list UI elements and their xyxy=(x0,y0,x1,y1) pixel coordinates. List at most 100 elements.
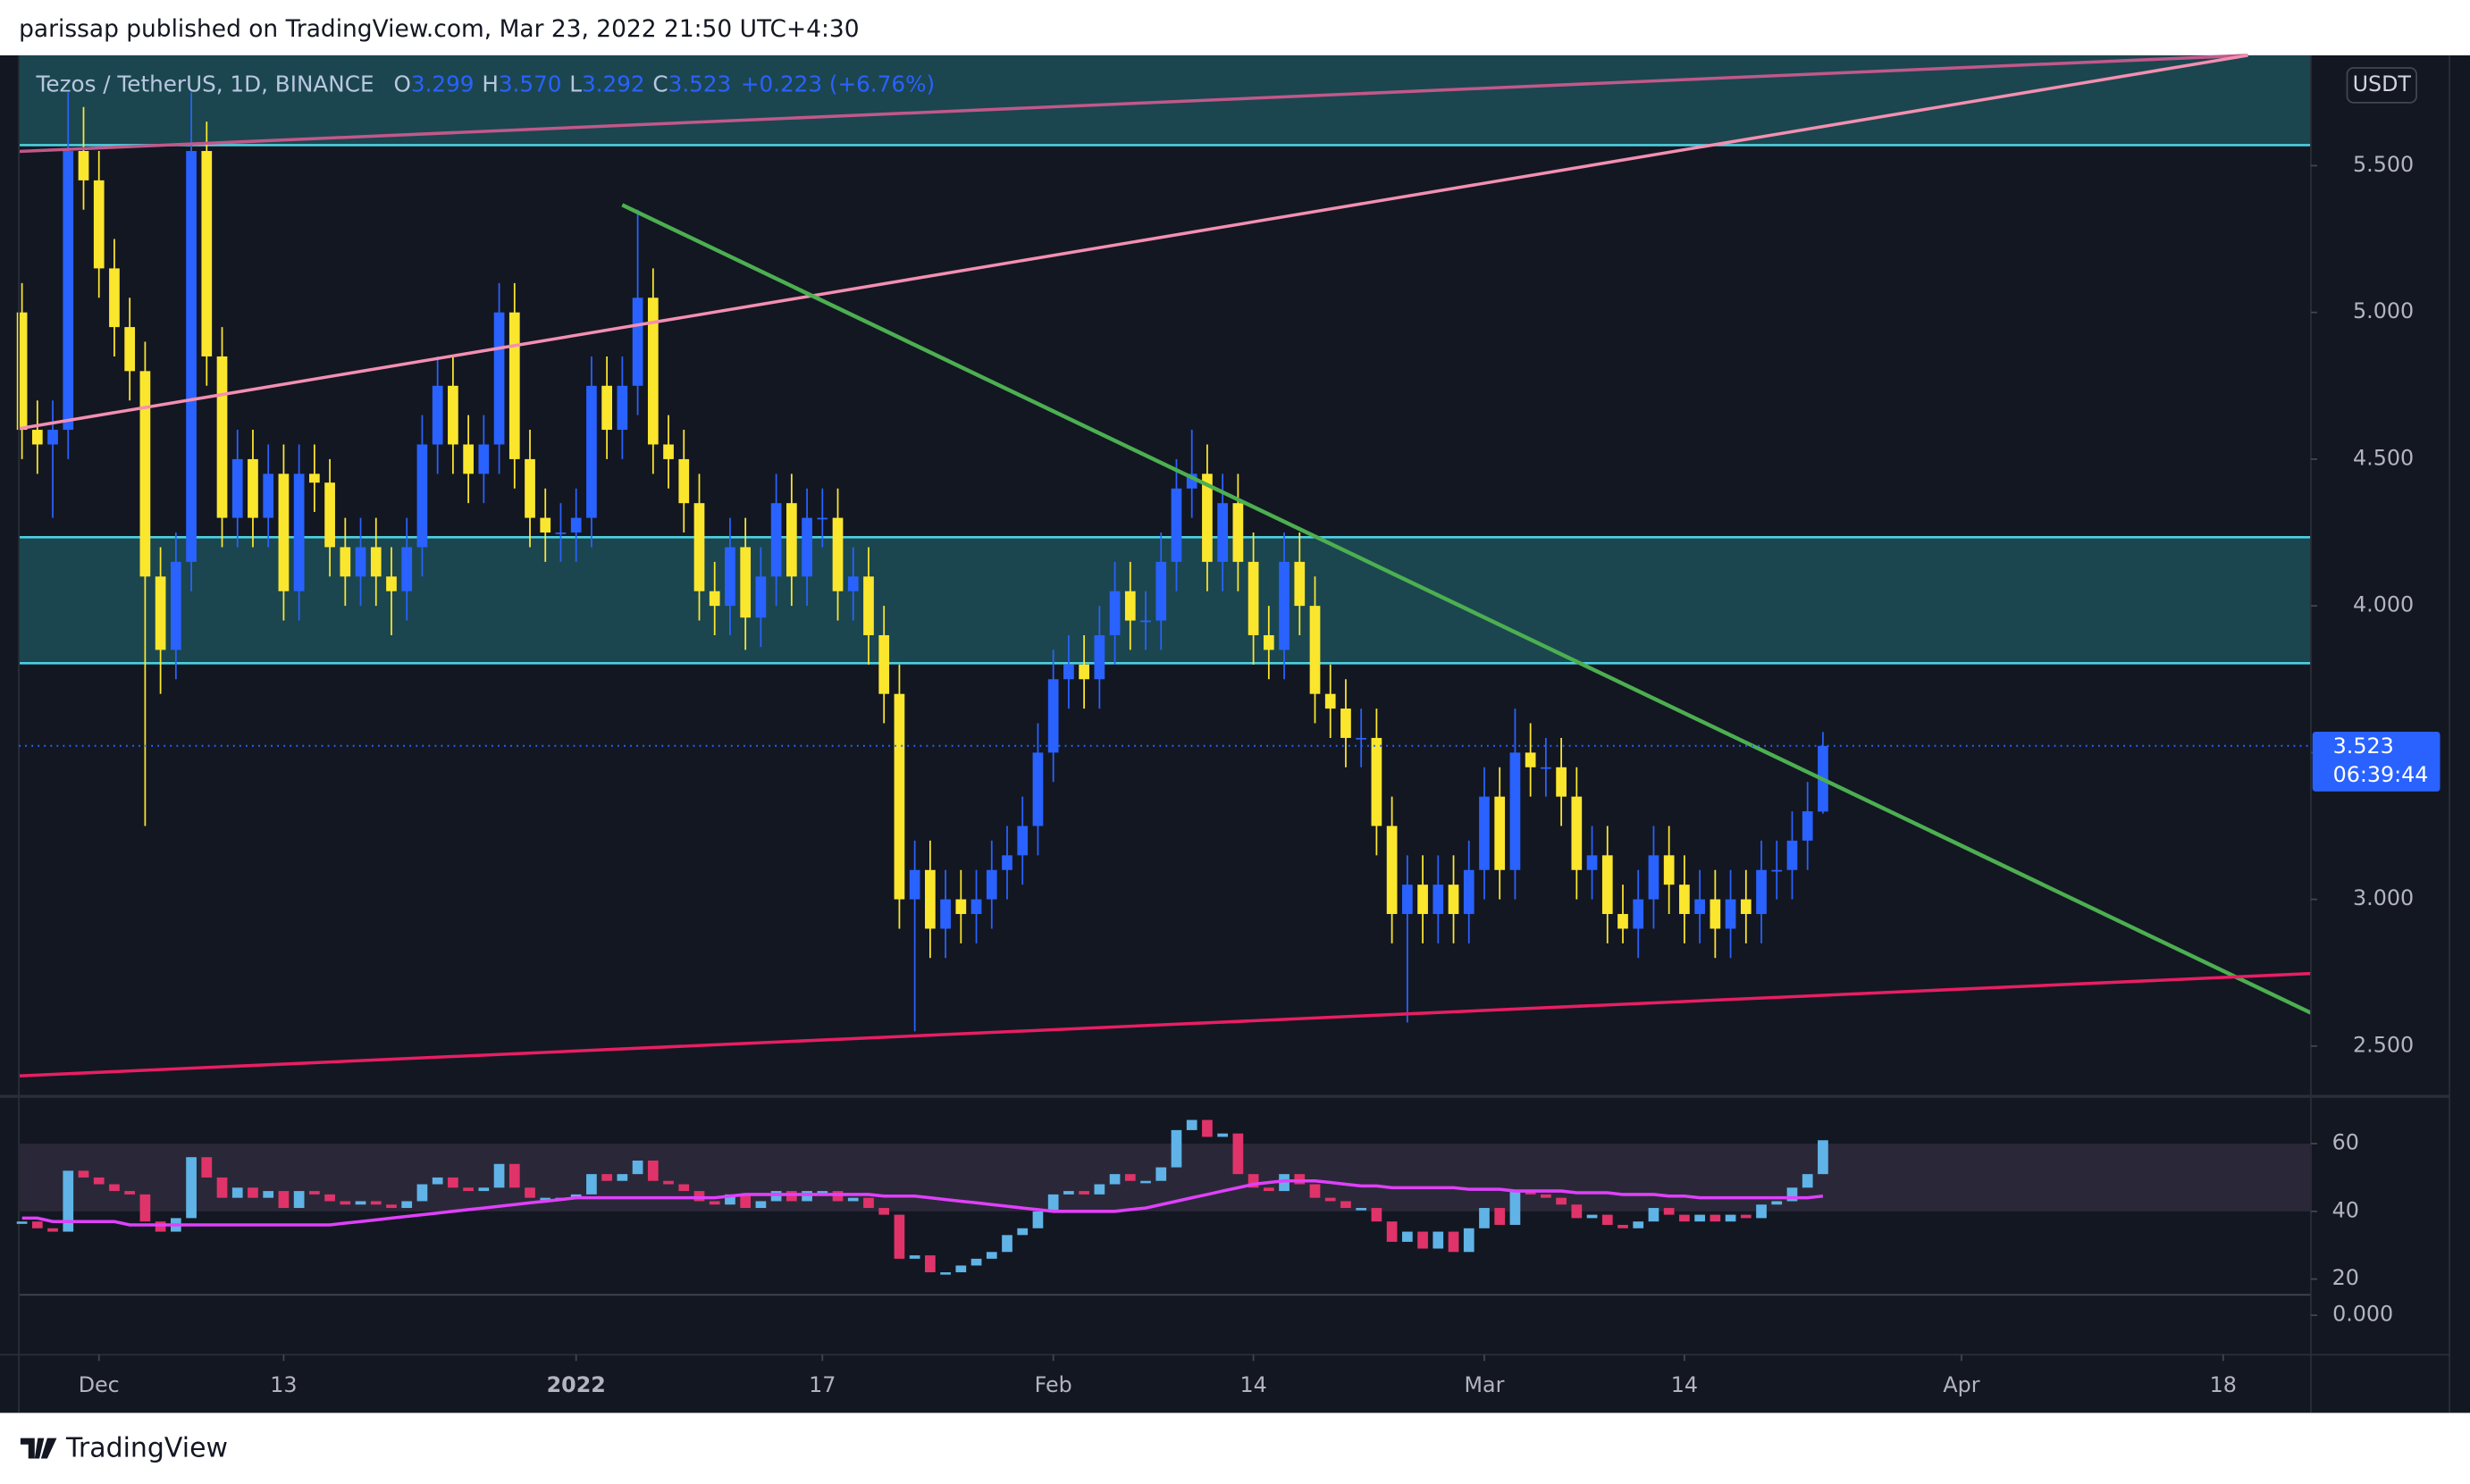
candle-body xyxy=(1248,561,1259,635)
rsi-box xyxy=(93,1177,105,1185)
candle-body xyxy=(1017,826,1029,856)
candle-body xyxy=(540,517,551,533)
rsi-box xyxy=(1432,1231,1444,1249)
logo-icon xyxy=(20,1438,57,1459)
rsi-box xyxy=(1648,1208,1659,1222)
candle-body xyxy=(1124,591,1136,621)
rsi-box xyxy=(1371,1208,1382,1222)
rsi-box xyxy=(1294,1174,1306,1185)
candle-body xyxy=(1663,855,1675,885)
rsi-box xyxy=(478,1187,490,1192)
rsi-box xyxy=(632,1160,643,1175)
candle-body xyxy=(1556,767,1567,797)
candle-body xyxy=(124,327,136,372)
rsi-box xyxy=(432,1177,443,1185)
rsi-ma-line xyxy=(21,1179,1824,1227)
candle-body xyxy=(1633,899,1644,929)
candle-body xyxy=(293,474,305,591)
rsi-box xyxy=(139,1194,151,1222)
rsi-box xyxy=(493,1163,505,1188)
candle-body xyxy=(16,312,28,431)
candle-body xyxy=(663,444,674,459)
candle-body xyxy=(1571,796,1583,870)
candle-body xyxy=(1679,885,1690,915)
candle-body xyxy=(1032,752,1044,826)
rsi-box xyxy=(1063,1191,1074,1195)
candle-body xyxy=(955,899,967,915)
rsi-box xyxy=(725,1194,735,1205)
x-tick-label: 13 xyxy=(270,1372,297,1397)
rsi-box xyxy=(340,1201,351,1205)
rsi-box xyxy=(1818,1140,1828,1175)
candle-body xyxy=(755,576,767,618)
rsi-box xyxy=(1740,1214,1752,1219)
candle-body xyxy=(231,458,243,518)
candle-body xyxy=(1109,591,1121,635)
rsi-box xyxy=(263,1191,274,1198)
legend-change: +0.223 (+6.76%) xyxy=(741,71,935,96)
rsi-box xyxy=(970,1258,982,1266)
rsi-box xyxy=(508,1163,520,1188)
rsi-box xyxy=(786,1191,797,1202)
candle-body xyxy=(1710,899,1721,929)
rsi-box xyxy=(1556,1197,1567,1205)
rsi-box xyxy=(1017,1228,1029,1236)
rsi-box xyxy=(770,1191,782,1202)
candle-body xyxy=(617,385,628,431)
rsi-box xyxy=(740,1194,752,1209)
candle-body xyxy=(1694,899,1705,915)
rsi-box xyxy=(1094,1184,1105,1195)
legend-key: L xyxy=(569,71,582,96)
rsi-box xyxy=(894,1214,905,1259)
rsi-box xyxy=(525,1187,535,1198)
rsi-box xyxy=(278,1191,290,1209)
rsi-box xyxy=(201,1157,213,1178)
candle-body xyxy=(355,547,366,577)
rsi-box xyxy=(909,1255,920,1259)
candle-body xyxy=(1479,796,1490,870)
rsi-box xyxy=(416,1184,428,1202)
candle-body xyxy=(432,385,443,445)
rsi-box xyxy=(1679,1214,1690,1222)
rsi-box xyxy=(1263,1187,1274,1192)
candle-body xyxy=(416,444,428,548)
candle-body xyxy=(1340,708,1351,738)
x-tick-label: Apr xyxy=(1943,1372,1979,1397)
rsi-box xyxy=(1232,1133,1244,1175)
candle-body xyxy=(1586,855,1598,870)
candle-body xyxy=(632,298,643,386)
rsi-box xyxy=(986,1252,997,1259)
candle-body xyxy=(1463,869,1474,915)
rsi-box xyxy=(1541,1194,1551,1198)
candle-body xyxy=(725,547,735,607)
rsi-box xyxy=(1279,1174,1290,1192)
rsi-box xyxy=(1109,1174,1121,1185)
candle-body xyxy=(1186,474,1197,489)
candle-body xyxy=(1324,693,1336,709)
rsi-box xyxy=(1124,1174,1136,1181)
candle-body xyxy=(1494,796,1506,870)
legend-value: 3.299 xyxy=(411,71,475,96)
rsi-box xyxy=(1494,1208,1506,1225)
rsi-y-tick-label: 20 xyxy=(2332,1265,2359,1290)
footer xyxy=(0,1413,2470,1484)
rsi-box xyxy=(940,1272,951,1275)
rsi-box xyxy=(1079,1191,1089,1195)
rsi-box xyxy=(709,1201,720,1205)
trendline xyxy=(19,971,2312,1077)
rsi-box xyxy=(1140,1180,1151,1184)
candle-body xyxy=(1047,679,1059,753)
rsi-box xyxy=(324,1194,335,1202)
candle-body xyxy=(802,517,812,577)
rsi-box xyxy=(1756,1204,1767,1219)
rsi-box xyxy=(1155,1167,1167,1181)
candle-body xyxy=(78,151,89,180)
candle-body xyxy=(139,371,151,577)
currency-label: USDT xyxy=(2353,71,2412,96)
rsi-box xyxy=(863,1197,874,1209)
rsi-box xyxy=(78,1170,89,1178)
rsi-box xyxy=(955,1265,967,1273)
rsi-box xyxy=(1002,1235,1012,1253)
